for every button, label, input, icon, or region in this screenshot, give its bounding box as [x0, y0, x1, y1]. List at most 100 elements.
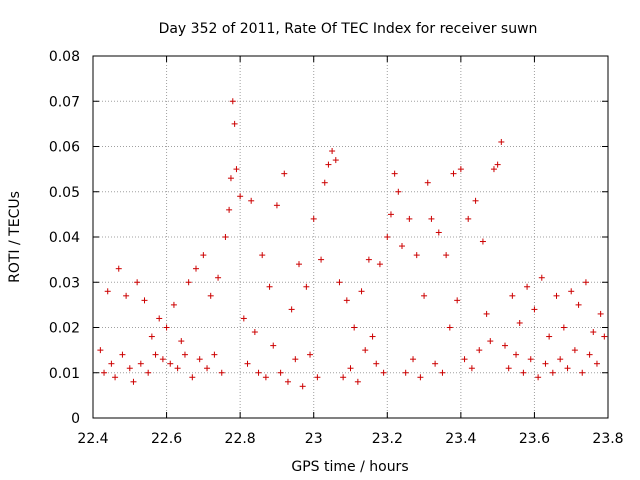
x-tick-label: 23.2 — [372, 431, 403, 447]
data-point — [231, 120, 238, 127]
data-point — [156, 315, 163, 322]
data-point — [178, 338, 185, 345]
data-point — [538, 274, 545, 281]
data-point — [108, 360, 115, 367]
data-point — [347, 365, 354, 372]
tick-labels: 22.4 22.6 22.8 23 23.2 23.4 23.6 23.8 0 0.01 0.02 0… — [49, 49, 624, 447]
data-point — [601, 333, 608, 340]
data-point — [115, 265, 122, 272]
data-point — [281, 170, 288, 177]
data-point — [483, 310, 490, 317]
data-point — [145, 369, 152, 376]
data-point — [421, 292, 428, 299]
data-point — [546, 333, 553, 340]
data-point — [134, 279, 141, 286]
data-point — [325, 161, 332, 168]
data-point — [351, 324, 358, 331]
data-point — [593, 360, 600, 367]
data-point — [571, 347, 578, 354]
data-point — [296, 261, 302, 268]
data-point — [472, 197, 479, 204]
x-tick-label: 23.8 — [592, 431, 623, 447]
data-point — [292, 356, 299, 363]
data-point — [579, 369, 586, 376]
data-point — [211, 351, 218, 358]
data-point — [494, 161, 501, 168]
data-point — [373, 360, 380, 367]
data-point — [310, 215, 317, 222]
data-point — [468, 365, 475, 372]
y-tick-label: 0.04 — [49, 230, 80, 246]
data-point — [402, 369, 409, 376]
data-point — [590, 329, 597, 336]
data-point — [266, 283, 273, 290]
data-point — [399, 243, 405, 250]
data-point — [384, 234, 391, 240]
data-point — [428, 215, 435, 222]
data-point — [251, 329, 258, 336]
data-point — [502, 342, 508, 349]
data-point — [329, 148, 336, 155]
data-point — [130, 378, 137, 385]
data-point — [410, 356, 417, 363]
data-point — [170, 301, 177, 308]
data-point — [215, 274, 222, 281]
data-point — [123, 292, 130, 299]
data-point — [358, 288, 365, 295]
data-point — [137, 360, 144, 367]
data-point — [167, 360, 174, 367]
data-point — [181, 351, 188, 358]
data-point — [498, 138, 505, 145]
data-point — [450, 170, 457, 177]
x-tick-label: 22.4 — [77, 431, 108, 447]
data-point — [479, 238, 486, 245]
data-point — [288, 306, 295, 313]
data-point — [255, 369, 262, 376]
data-point — [354, 378, 361, 385]
y-axis-label: ROTI / TECUs — [7, 191, 23, 283]
data-point — [568, 288, 575, 295]
y-tick-label: 0 — [71, 411, 80, 427]
data-point — [413, 252, 420, 259]
data-point — [340, 374, 347, 381]
data-point — [490, 166, 497, 173]
x-tick-label: 23.4 — [445, 431, 476, 447]
data-point — [229, 98, 236, 105]
data-point — [270, 342, 277, 349]
data-points — [97, 98, 608, 390]
data-point — [248, 197, 255, 204]
data-point — [303, 283, 310, 290]
data-point — [520, 369, 527, 376]
data-point — [531, 306, 538, 313]
data-point — [204, 365, 211, 372]
data-point — [185, 279, 192, 286]
data-point — [174, 365, 181, 372]
data-point — [152, 351, 159, 358]
data-point — [112, 374, 119, 381]
data-point — [457, 166, 464, 173]
data-point — [387, 211, 394, 218]
data-point — [318, 256, 325, 263]
data-point — [163, 324, 170, 331]
x-tick-label: 22.6 — [151, 431, 182, 447]
chart-title: Day 352 of 2011, Rate Of TEC Index for r… — [159, 21, 538, 37]
data-point — [435, 229, 442, 236]
data-point — [101, 369, 108, 376]
x-tick-label: 23.6 — [519, 431, 550, 447]
data-point — [200, 252, 207, 259]
data-point — [509, 292, 516, 299]
data-point — [446, 324, 453, 331]
x-axis-label: GPS time / hours — [291, 459, 408, 475]
x-tick-label: 23 — [305, 431, 323, 447]
data-point — [516, 319, 523, 326]
data-point — [314, 374, 321, 381]
data-point — [189, 374, 196, 381]
data-point — [244, 360, 251, 367]
data-point — [237, 193, 244, 200]
data-point — [524, 283, 531, 290]
data-point — [369, 333, 376, 340]
data-point — [461, 356, 468, 363]
data-point — [487, 338, 494, 345]
y-tick-label: 0.03 — [49, 275, 80, 291]
y-tick-label: 0.05 — [49, 185, 80, 201]
